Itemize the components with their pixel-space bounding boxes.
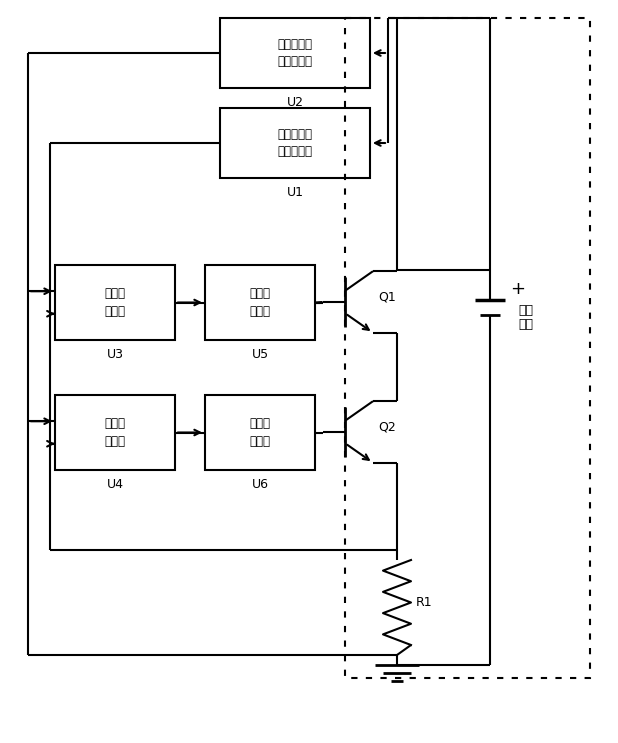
Text: 动电路: 动电路 xyxy=(250,435,271,448)
Text: 第一单体电: 第一单体电 xyxy=(277,128,313,141)
Text: U2: U2 xyxy=(287,96,303,108)
Bar xyxy=(55,265,175,340)
Text: 制电路: 制电路 xyxy=(104,435,125,448)
Text: U1: U1 xyxy=(287,186,303,198)
Text: 动电路: 动电路 xyxy=(250,305,271,318)
Text: 第二单体电: 第二单体电 xyxy=(277,38,313,51)
Text: 限流控: 限流控 xyxy=(104,287,125,300)
Bar xyxy=(55,395,175,470)
Text: 单体
电池: 单体 电池 xyxy=(518,303,533,331)
Text: 制电路: 制电路 xyxy=(104,305,125,318)
Bar xyxy=(220,108,370,178)
Text: 线性控: 线性控 xyxy=(104,417,125,430)
Text: +: + xyxy=(510,280,525,298)
Bar xyxy=(345,18,590,678)
Text: Q2: Q2 xyxy=(379,421,396,433)
Text: 压采样电路: 压采样电路 xyxy=(277,145,313,158)
Text: 第一驱: 第一驱 xyxy=(250,287,271,300)
Text: Q1: Q1 xyxy=(379,291,396,303)
Bar xyxy=(205,265,315,340)
Text: R1: R1 xyxy=(416,596,433,609)
Text: U6: U6 xyxy=(252,478,268,490)
Text: 第二驱: 第二驱 xyxy=(250,417,271,430)
Text: U4: U4 xyxy=(106,478,124,490)
Text: 压采样电路: 压采样电路 xyxy=(277,55,313,68)
Bar xyxy=(205,395,315,470)
Text: U5: U5 xyxy=(252,348,269,360)
Text: U3: U3 xyxy=(106,348,124,360)
Bar xyxy=(220,18,370,88)
